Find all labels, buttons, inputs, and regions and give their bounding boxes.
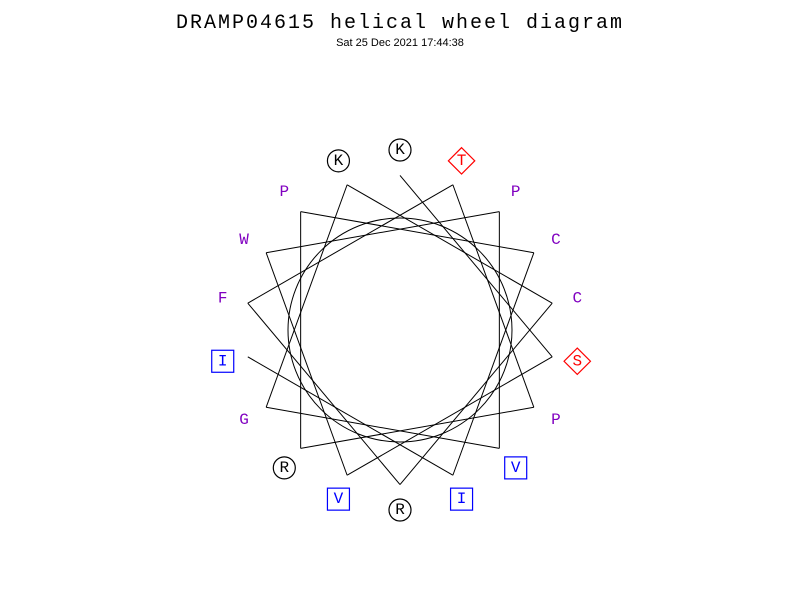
residue-label: F — [218, 290, 228, 308]
residue-label: V — [334, 490, 344, 508]
residue-label: R — [395, 501, 405, 519]
residue-label: P — [279, 183, 289, 201]
residue-label: I — [218, 352, 228, 370]
wheel-connector — [248, 185, 453, 303]
residue-label: K — [395, 141, 405, 159]
residue-label: G — [239, 411, 249, 429]
wheel-circle — [288, 218, 512, 442]
residue-label: T — [457, 152, 467, 170]
helical-wheel-svg: K S V W P V G K C R F T P R P C I I — [0, 0, 800, 600]
residue-label: C — [551, 231, 561, 249]
residue-label: P — [551, 411, 561, 429]
residue-label: V — [511, 459, 521, 477]
residue-label: S — [572, 352, 582, 370]
residue-label: P — [511, 183, 521, 201]
residue-label: C — [572, 290, 582, 308]
residue-label: R — [279, 459, 289, 477]
residue-label: I — [457, 490, 467, 508]
residue-label: W — [239, 231, 249, 249]
wheel-connector — [248, 357, 453, 475]
residue-label: K — [334, 152, 344, 170]
